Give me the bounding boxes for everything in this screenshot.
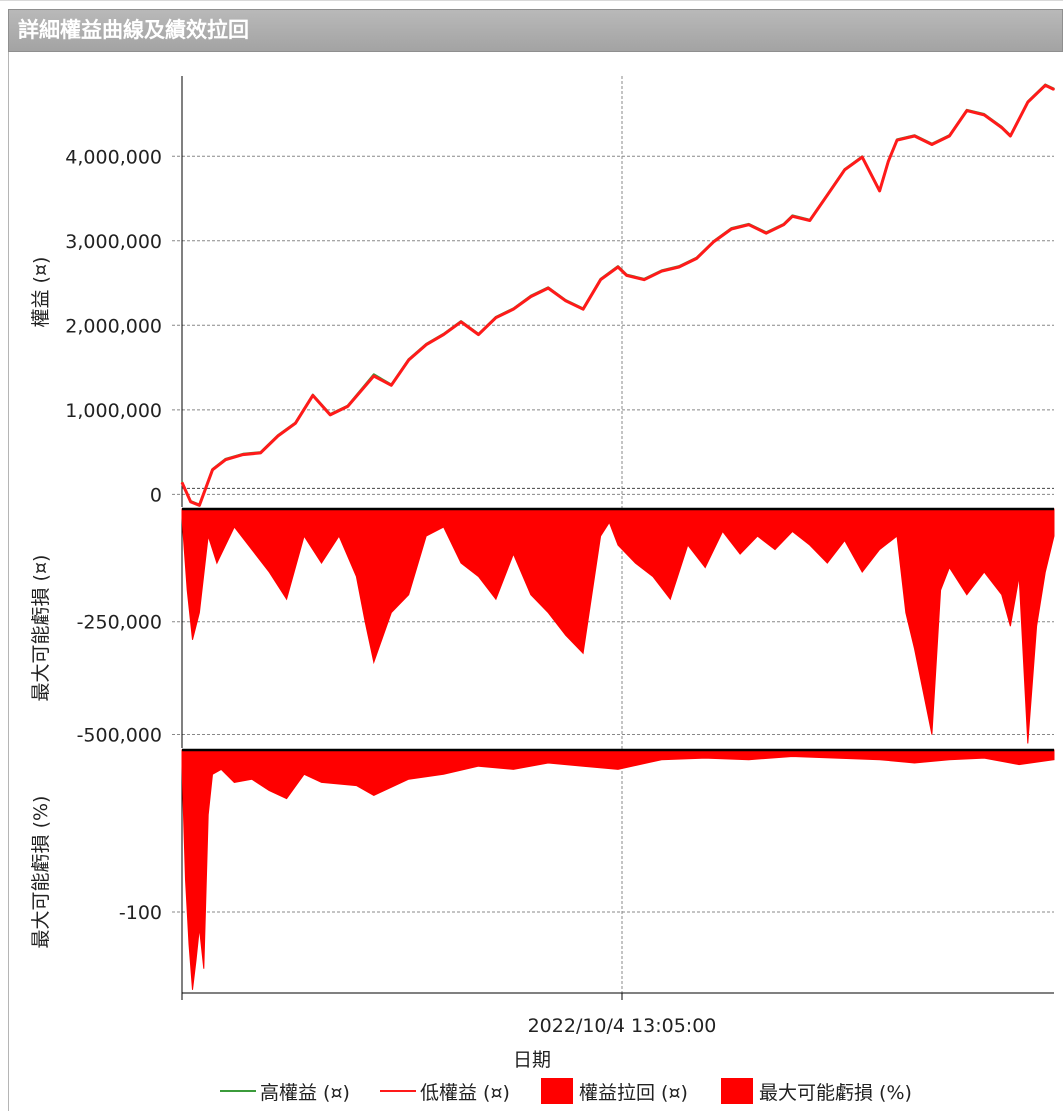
data-point	[748, 223, 750, 226]
data-point	[312, 394, 314, 397]
data-point	[442, 333, 445, 336]
data-point	[643, 278, 645, 281]
data-point	[782, 223, 785, 226]
area-drawdown_percent	[181, 749, 1055, 990]
data-point	[660, 270, 663, 273]
y-tick-label: 1,000,000	[65, 400, 162, 422]
y-tick-label: -100	[119, 902, 162, 924]
data-point	[791, 215, 794, 218]
data-point	[730, 228, 733, 230]
legend-label-drawdown-amount: 權益拉回 (¤)	[579, 1081, 688, 1104]
y-axis-label: 最大可能虧損 (%)	[30, 796, 52, 949]
data-point	[1009, 135, 1012, 137]
data-point	[277, 435, 279, 437]
data-point	[198, 504, 201, 507]
data-point	[913, 135, 916, 137]
data-point	[373, 375, 375, 377]
y-tick-label: 0	[150, 484, 162, 506]
data-point	[1044, 84, 1047, 87]
panel-equity: 0 1,000,000 2,000,000 3,000,000 4,000,000 權益 …	[30, 76, 1055, 507]
data-point	[878, 190, 881, 192]
data-point	[843, 169, 846, 171]
legend-label-high-equity: 高權益 (¤)	[260, 1081, 350, 1104]
data-point	[809, 219, 811, 222]
legend-item-drawdown-amount[interactable]: 權益拉回 (¤)	[541, 1076, 688, 1106]
data-point	[329, 414, 332, 416]
data-point	[765, 232, 768, 234]
data-point	[617, 266, 619, 268]
data-point	[224, 458, 227, 461]
data-point	[582, 308, 584, 311]
data-point	[695, 257, 698, 260]
legend: 高權益 (¤) 低權益 (¤) 權益拉回 (¤) 最大可能虧損 (%)	[0, 1076, 1063, 1106]
data-point	[259, 452, 262, 454]
panel-drawdown_amount: -250,000 -500,000 最大可能虧損 (¤)	[30, 507, 1055, 748]
legend-swatch-drawdown-percent	[721, 1078, 753, 1104]
data-point	[530, 295, 532, 298]
x-tick-label: 2022/10/4 13:05:00	[528, 1015, 717, 1037]
legend-label-drawdown-percent: 最大可能虧損 (%)	[759, 1081, 912, 1104]
data-point	[713, 240, 715, 243]
data-point	[1000, 126, 1003, 129]
data-point	[625, 274, 628, 277]
data-point	[896, 139, 898, 142]
series-line-high-equity	[181, 83, 1055, 506]
data-point	[1027, 101, 1029, 103]
window-top-edge	[0, 0, 1063, 8]
data-point	[948, 135, 951, 137]
data-point	[495, 316, 497, 319]
data-point	[242, 453, 244, 456]
legend-swatch-drawdown-amount	[541, 1078, 573, 1104]
data-point	[931, 143, 933, 146]
series-line-low-equity	[180, 83, 1055, 507]
data-point	[425, 343, 427, 346]
data-point	[189, 501, 192, 503]
data-point	[983, 114, 986, 116]
data-point	[599, 278, 602, 281]
data-point	[512, 308, 515, 311]
y-tick-label: 4,000,000	[65, 146, 162, 168]
data-point	[564, 299, 567, 302]
data-point	[826, 194, 829, 196]
data-point	[861, 156, 863, 158]
y-tick-label: 2,000,000	[65, 315, 162, 337]
x-axis-label: 日期	[513, 1049, 551, 1071]
y-axis-label: 權益 (¤)	[30, 257, 52, 328]
data-point	[1053, 88, 1055, 91]
data-point	[477, 333, 480, 336]
legend-item-high-equity[interactable]: 高權益 (¤)	[220, 1076, 350, 1106]
data-point	[346, 405, 349, 408]
y-tick-label: -250,000	[77, 612, 162, 634]
data-point	[460, 321, 462, 323]
y-tick-label: 3,000,000	[65, 231, 162, 253]
legend-item-drawdown-percent[interactable]: 最大可能虧損 (%)	[721, 1076, 912, 1106]
data-point	[678, 266, 680, 268]
panel-drawdown_percent: -100 最大可能虧損 (%)	[30, 748, 1055, 993]
legend-item-low-equity[interactable]: 低權益 (¤)	[380, 1076, 510, 1106]
data-point	[211, 469, 214, 471]
data-point	[887, 160, 890, 163]
y-tick-label: -500,000	[77, 724, 162, 746]
data-point	[181, 481, 183, 484]
panel-title: 詳細權益曲線及績效拉回	[8, 9, 1063, 52]
data-point	[966, 109, 968, 112]
area-drawdown_amount	[181, 508, 1055, 744]
data-point	[294, 422, 297, 425]
legend-swatch-low-equity	[380, 1090, 416, 1092]
data-point	[407, 359, 410, 361]
legend-label-low-equity: 低權益 (¤)	[420, 1081, 510, 1104]
data-point	[547, 287, 550, 289]
data-point	[390, 384, 393, 387]
y-axis-label: 最大可能虧損 (¤)	[30, 555, 52, 702]
panel-left-border	[8, 52, 9, 1111]
legend-swatch-high-equity	[220, 1090, 256, 1092]
